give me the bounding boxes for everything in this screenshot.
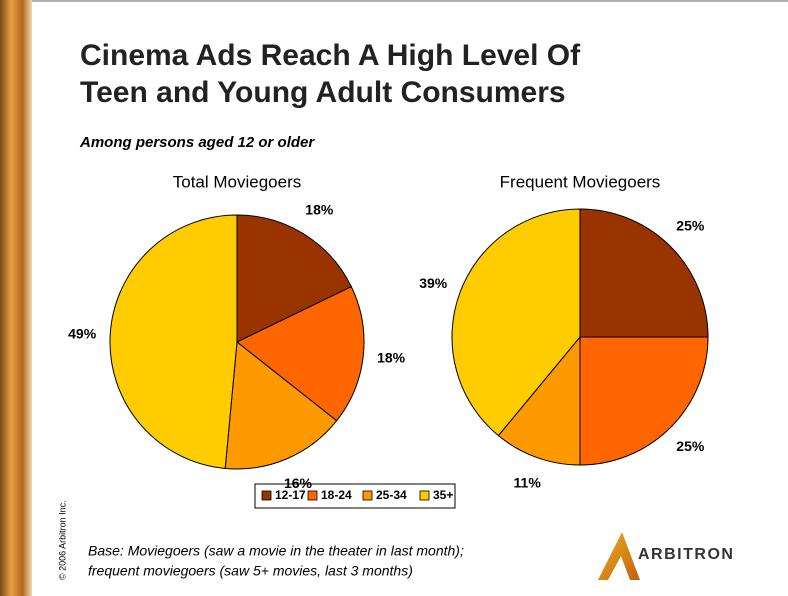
note-line: frequent moviegoers (saw 5+ movies, last… bbox=[88, 563, 413, 579]
legend-swatch bbox=[419, 490, 430, 501]
data-label: 11% bbox=[514, 474, 542, 490]
pie-slice bbox=[579, 336, 709, 466]
data-label: 16% bbox=[284, 475, 313, 491]
pie-slice bbox=[109, 214, 238, 469]
legend-label: 25-34 bbox=[376, 488, 407, 502]
data-label: 25% bbox=[676, 438, 705, 454]
legend-swatch bbox=[261, 490, 272, 501]
pie-title: Frequent Moviegoers bbox=[500, 172, 661, 191]
logo-mark bbox=[598, 532, 640, 580]
pie-title: Total Moviegoers bbox=[173, 172, 302, 191]
legend-label: 18-24 bbox=[321, 488, 352, 502]
pie-slice bbox=[579, 208, 709, 338]
pie-slice bbox=[224, 341, 338, 470]
data-label: 18% bbox=[377, 350, 406, 366]
title-line: Teen and Young Adult Consumers bbox=[80, 76, 566, 109]
pie-slice bbox=[236, 214, 352, 343]
title-line: Cinema Ads Reach A High Level Of bbox=[80, 39, 581, 72]
pie-slice bbox=[451, 208, 581, 437]
subtitle: Among persons aged 12 or older bbox=[79, 134, 315, 151]
legend-swatch bbox=[362, 490, 373, 501]
legend-label: 12-17 bbox=[275, 488, 306, 502]
data-label: 18% bbox=[305, 201, 334, 217]
data-label: 39% bbox=[419, 275, 448, 291]
legend-swatch bbox=[307, 490, 318, 501]
pie-slice bbox=[497, 335, 581, 466]
logo: ARBITRON bbox=[598, 532, 734, 580]
note-line: Base: Moviegoers (saw a movie in the the… bbox=[88, 543, 464, 559]
data-label: 25% bbox=[676, 217, 705, 233]
copyright: © 2006 Arbitron Inc. bbox=[57, 500, 67, 580]
legend-label: 35+ bbox=[433, 488, 453, 502]
pie-slice bbox=[236, 285, 365, 422]
data-label: 49% bbox=[68, 325, 97, 341]
logo-text: ARBITRON bbox=[638, 546, 734, 563]
side-stripe bbox=[0, 0, 32, 596]
